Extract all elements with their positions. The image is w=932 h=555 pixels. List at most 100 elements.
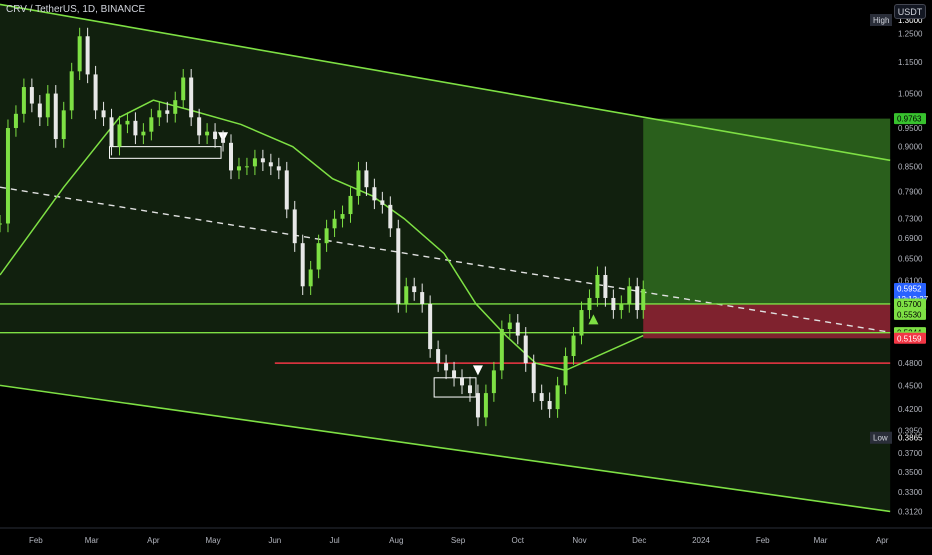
x-tick-label: 2024 bbox=[692, 536, 710, 545]
annotation-arrow-down-3 bbox=[472, 365, 483, 376]
candle-body bbox=[0, 223, 2, 225]
candle-body bbox=[53, 93, 58, 140]
candle-body bbox=[324, 228, 329, 244]
high-tag-text: High bbox=[873, 16, 889, 25]
candle-body bbox=[205, 131, 210, 136]
high-value: 1.3000 bbox=[898, 16, 923, 25]
candle-body bbox=[189, 77, 194, 118]
candle-body bbox=[308, 269, 313, 287]
x-tick-label: Apr bbox=[147, 536, 160, 545]
candle-body bbox=[372, 187, 377, 201]
price-badge-text-3: 0.5530 bbox=[897, 310, 922, 319]
price-badge-3 bbox=[894, 308, 926, 320]
x-tick-label: Sep bbox=[451, 536, 466, 545]
candle-body bbox=[332, 218, 337, 229]
x-tick-label: Feb bbox=[756, 536, 770, 545]
candle-body bbox=[483, 393, 488, 418]
candle-body bbox=[213, 131, 218, 140]
candle-body bbox=[125, 120, 130, 125]
candle-body bbox=[117, 124, 122, 147]
candle-body bbox=[491, 370, 496, 394]
candle-body bbox=[603, 274, 608, 298]
x-tick-label: Jul bbox=[329, 536, 339, 545]
low-value: 0.3865 bbox=[898, 434, 923, 443]
candle-body bbox=[539, 393, 544, 402]
y-tick-label: 0.9000 bbox=[898, 143, 923, 152]
high-tag bbox=[870, 14, 892, 26]
x-tick-label: Nov bbox=[572, 536, 586, 545]
candle-body bbox=[45, 93, 50, 118]
candle-body bbox=[197, 117, 202, 136]
currency-button[interactable]: USDT bbox=[894, 4, 926, 19]
candle-body bbox=[5, 128, 10, 224]
candle-body bbox=[109, 117, 114, 147]
candle-body bbox=[141, 131, 146, 136]
y-tick-label: 0.4200 bbox=[898, 405, 923, 414]
candle-body bbox=[587, 297, 592, 311]
y-tick-label: 0.9500 bbox=[898, 124, 923, 133]
candle-body bbox=[276, 166, 281, 171]
x-tick-label: Apr bbox=[876, 536, 889, 545]
low-tag bbox=[870, 431, 892, 444]
candle-body bbox=[229, 142, 234, 171]
candle-body bbox=[284, 170, 289, 210]
channel-lower-line bbox=[0, 384, 891, 513]
candle-body bbox=[221, 139, 226, 143]
y-tick-label: 0.3700 bbox=[898, 449, 923, 458]
trend-dashed-line bbox=[0, 186, 891, 333]
annotation-box-0 bbox=[109, 146, 222, 159]
price-badge-text-6: 0.5159 bbox=[897, 334, 922, 343]
candle-body bbox=[364, 170, 369, 188]
candle-body bbox=[165, 110, 170, 114]
candle-body bbox=[61, 110, 66, 140]
candle-body bbox=[101, 110, 106, 118]
candle-body bbox=[412, 286, 417, 293]
candle-body bbox=[236, 166, 241, 171]
candle-body bbox=[467, 385, 472, 394]
candle-body bbox=[300, 243, 305, 287]
candle-body bbox=[133, 120, 138, 136]
candle-body bbox=[404, 286, 409, 304]
x-tick-label: Mar bbox=[85, 536, 99, 545]
x-tick-label: May bbox=[206, 536, 221, 545]
candle-body bbox=[595, 274, 600, 298]
price-badge-text-2: 0.5700 bbox=[897, 300, 922, 309]
candle-body bbox=[157, 110, 162, 118]
candle-body bbox=[316, 243, 321, 270]
candles-layer bbox=[0, 27, 646, 427]
y-tick-label: 0.6100 bbox=[898, 277, 923, 286]
candle-body bbox=[380, 200, 385, 205]
candle-body bbox=[436, 349, 441, 364]
price-badge-6 bbox=[894, 332, 926, 344]
low-tag-text: Low bbox=[873, 434, 888, 443]
candle-body bbox=[555, 385, 560, 410]
candle-body bbox=[531, 363, 536, 394]
candle-body bbox=[173, 100, 178, 114]
candle-body bbox=[499, 329, 504, 371]
candle-body bbox=[268, 162, 273, 167]
y-tick-label: 0.3120 bbox=[898, 507, 923, 516]
candle-body bbox=[29, 87, 34, 104]
x-tick-label: Aug bbox=[389, 536, 403, 545]
candle-body bbox=[475, 393, 480, 418]
y-tick-label: 0.8500 bbox=[898, 162, 923, 171]
candle-body bbox=[627, 286, 632, 304]
symbol-title: CRV / TetherUS, 1D, BINANCE bbox=[6, 4, 146, 15]
candle-body bbox=[69, 71, 74, 111]
position-target-zone bbox=[643, 118, 891, 304]
price-badge-text-0: 0.9763 bbox=[897, 115, 922, 124]
y-tick-label: 1.2500 bbox=[898, 30, 923, 39]
candle-body bbox=[635, 286, 640, 311]
candle-body bbox=[340, 214, 345, 219]
price-badge-2 bbox=[894, 298, 926, 310]
y-tick-label: 0.4800 bbox=[898, 359, 923, 368]
y-tick-label: 0.7300 bbox=[898, 215, 923, 224]
candle-body bbox=[252, 158, 257, 167]
candle-body bbox=[460, 377, 465, 386]
candle-body bbox=[21, 87, 26, 114]
candle-body bbox=[396, 228, 401, 304]
candle-body bbox=[348, 195, 353, 215]
y-tick-label: 1.0500 bbox=[898, 90, 923, 99]
